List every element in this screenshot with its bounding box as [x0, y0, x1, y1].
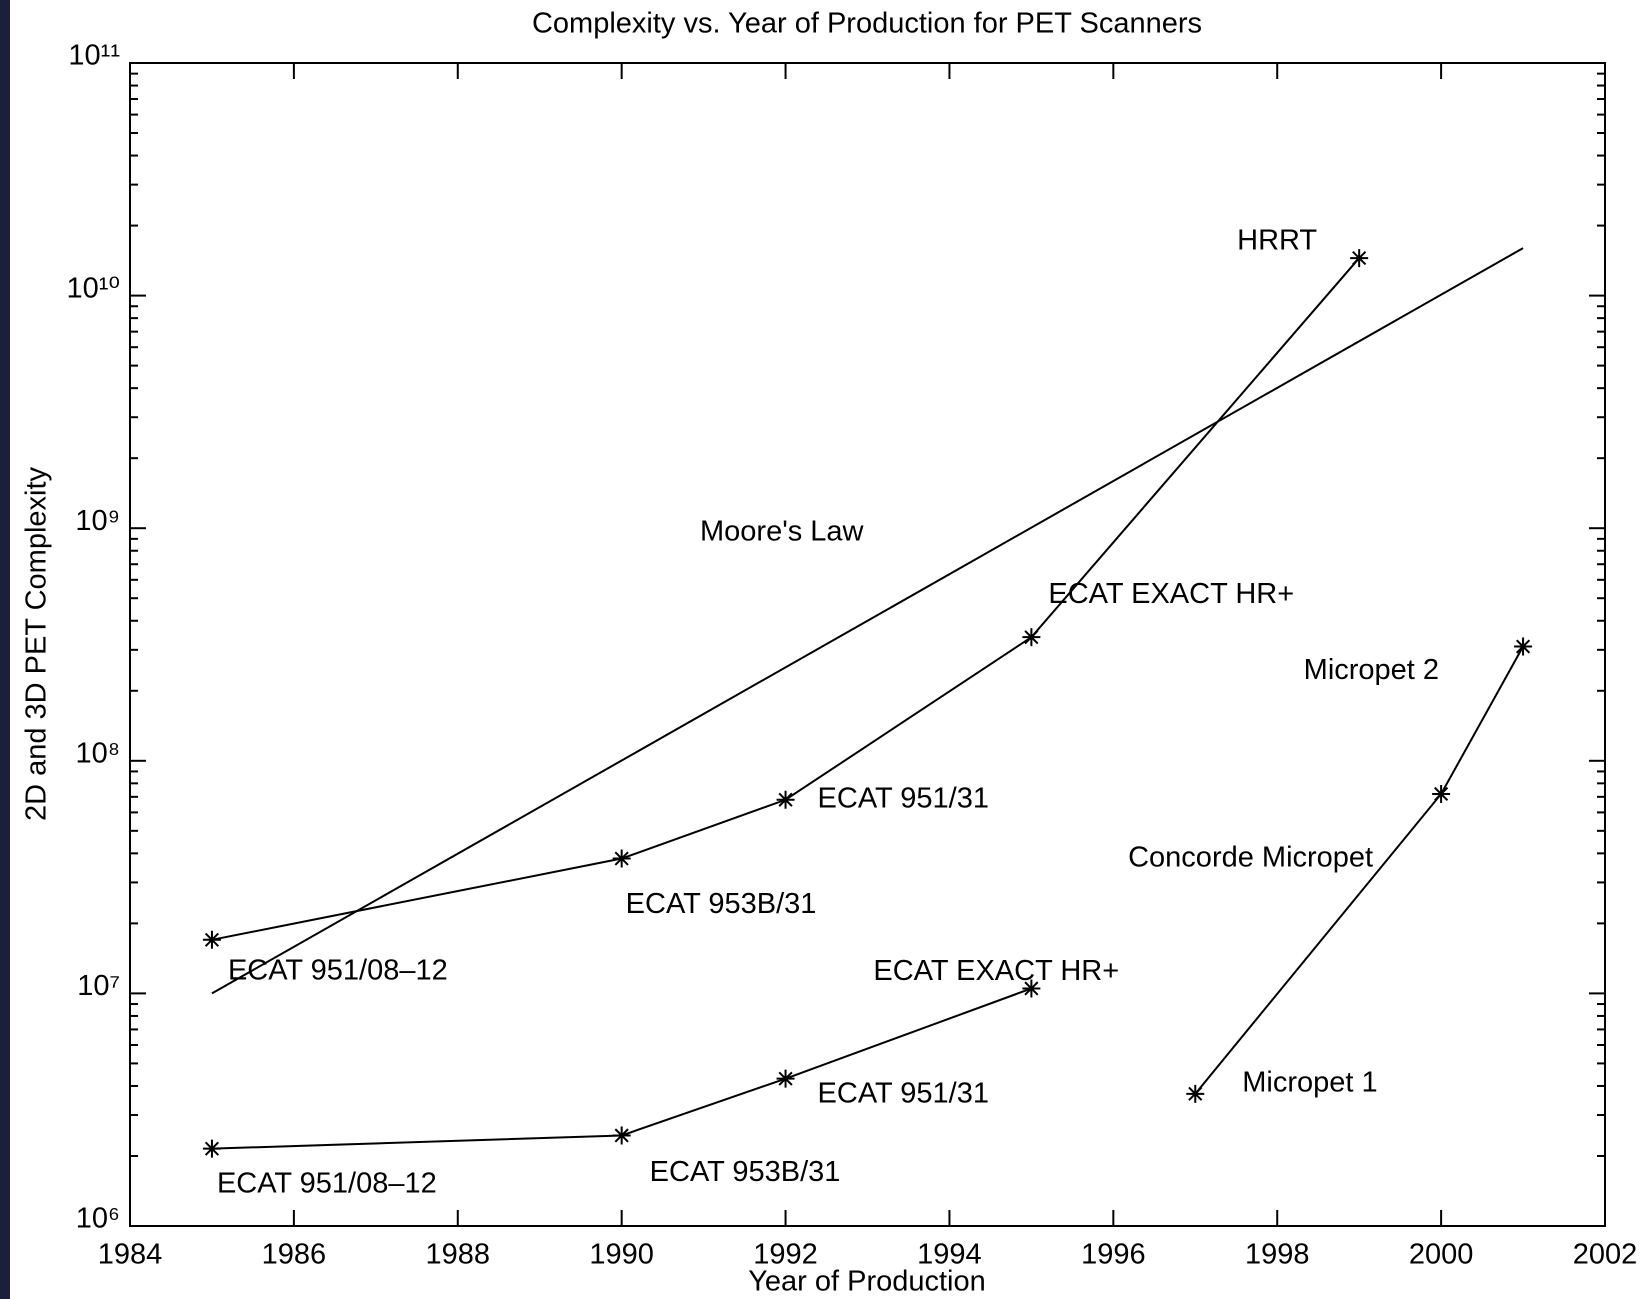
series-line	[211, 987, 1032, 1150]
y-tick-label: 10⁷	[77, 970, 120, 1002]
point-label: ECAT 953B/31	[626, 888, 817, 920]
point-marker	[776, 790, 795, 809]
point-marker	[776, 1069, 795, 1088]
point-marker	[202, 930, 221, 949]
point-label: ECAT EXACT HR+	[1048, 578, 1294, 610]
y-tick-label: 10⁶	[76, 1203, 120, 1235]
x-axis-label: Year of Production	[748, 1266, 986, 1298]
series-line	[211, 247, 1524, 995]
series-label: Moore's Law	[700, 516, 865, 548]
point-label: Concorde Micropet	[1128, 842, 1373, 874]
y-tick-label: 10⁹	[75, 505, 120, 537]
point-marker	[1186, 1084, 1205, 1103]
x-tick-label: 1990	[589, 1239, 654, 1271]
x-tick-label: 1996	[1081, 1239, 1146, 1271]
point-marker	[1022, 979, 1041, 998]
point-marker	[612, 849, 631, 868]
plot-frame	[129, 62, 1606, 1227]
x-tick-label: 2002	[1573, 1239, 1638, 1271]
point-marker	[202, 1139, 221, 1158]
point-marker	[1514, 637, 1533, 656]
point-label: ECAT EXACT HR+	[873, 955, 1119, 987]
x-tick-label: 2000	[1409, 1239, 1474, 1271]
point-label: ECAT 951/08–12	[228, 954, 448, 986]
x-tick-label: 1992	[753, 1239, 818, 1271]
window-edge	[0, 0, 10, 1299]
point-marker	[1350, 249, 1369, 268]
x-tick-label: 1998	[1245, 1239, 1310, 1271]
x-tick-label: 1994	[917, 1239, 982, 1271]
chart-title: Complexity vs. Year of Production for PE…	[532, 8, 1202, 40]
x-tick-label: 1988	[426, 1239, 491, 1271]
point-label: ECAT 953B/31	[650, 1156, 841, 1188]
point-marker	[1432, 784, 1451, 803]
point-label: Micropet 2	[1304, 654, 1439, 686]
point-label: HRRT	[1237, 225, 1317, 257]
y-tick-label: 10¹¹	[68, 40, 120, 72]
y-tick-label: 10⁸	[76, 737, 121, 769]
point-label: Micropet 1	[1242, 1066, 1377, 1098]
x-tick-label: 1984	[98, 1239, 163, 1271]
x-tick-label: 1986	[262, 1239, 327, 1271]
point-label: ECAT 951/31	[818, 1077, 989, 1109]
y-axis-label: 2D and 3D PET Complexity	[21, 466, 53, 821]
point-label: ECAT 951/08–12	[217, 1167, 437, 1199]
point-marker	[612, 1126, 631, 1145]
y-tick-label: 10¹⁰	[66, 272, 120, 304]
point-marker	[1022, 628, 1041, 647]
point-label: ECAT 951/31	[818, 782, 989, 814]
